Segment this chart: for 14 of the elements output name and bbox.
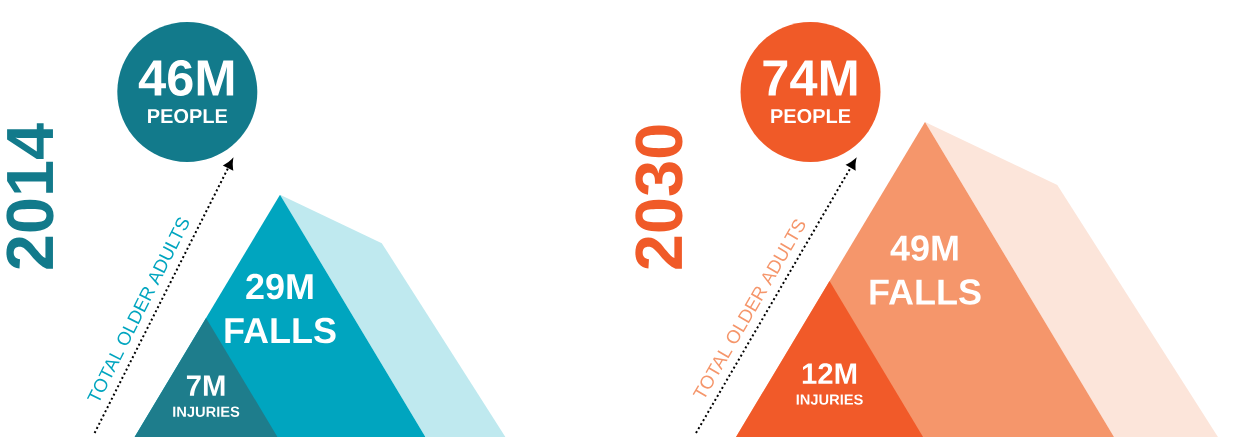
text: 2030 [635, 125, 683, 269]
data-label: 29M [246, 273, 313, 300]
data-label: 12M [802, 363, 857, 384]
data-label: 46M [138, 60, 234, 96]
text: 2014 [6, 123, 54, 269]
category-label: INJURIES [796, 394, 863, 405]
category-label: PEOPLE [148, 108, 228, 124]
category-label: PEOPLE [771, 108, 851, 124]
data-label: 74M [763, 60, 857, 96]
data-label: 49M [890, 235, 958, 261]
data-label: 7M [186, 375, 225, 396]
category-label: FALLS [870, 279, 981, 305]
category-label: INJURIES [173, 406, 240, 417]
category-label: FALLS [225, 317, 336, 344]
